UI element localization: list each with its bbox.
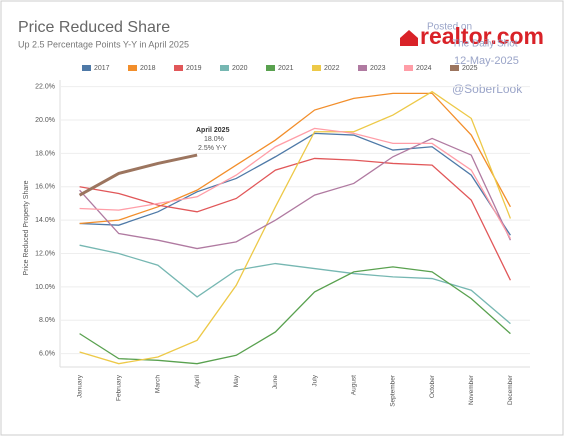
legend-swatch [404,65,413,71]
series-line [79,132,511,236]
y-tick-label: 20.0% [35,117,55,124]
series-line [79,266,511,365]
x-tick-label: November [468,374,475,405]
annotation: April 2025 [196,127,230,134]
legend-label: 2017 [94,65,110,72]
legend-label: 2025 [462,65,478,72]
legend-label: 2023 [370,65,386,72]
y-tick-label: 10.0% [35,284,55,291]
y-tick-label: 6.0% [39,350,55,357]
watermark: Posted on [427,22,472,33]
x-tick-label: July [311,374,318,386]
x-tick-label: September [390,374,397,407]
x-tick-label: May [233,374,240,387]
y-tick-label: 22.0% [35,84,55,91]
legend-label: 2019 [186,65,202,72]
legend-swatch [128,65,137,71]
series-line [78,153,198,197]
y-tick-label: 12.0% [35,250,55,257]
y-tick-label: 16.0% [35,184,55,191]
y-tick-label: 14.0% [35,217,55,224]
x-tick-label: January [76,374,83,398]
legend-label: 2021 [278,65,294,72]
legend-swatch [450,65,459,71]
x-tick-label: August [350,375,357,395]
legend-label: 2018 [140,65,156,72]
logo: realtor.com [420,23,544,49]
series-line [79,90,512,365]
x-tick-label: June [272,375,279,389]
x-tick-label: October [429,374,436,398]
chart-title: Price Reduced Share [18,19,170,36]
legend-swatch [312,65,321,71]
legend-swatch [82,65,91,71]
series-line [79,92,511,225]
legend-label: 2020 [232,65,248,72]
watermark: 12-May-2025 [454,55,519,67]
legend-swatch [174,65,183,71]
y-tick-label: 18.0% [35,150,55,157]
y-tick-label: 8.0% [39,317,55,324]
legend-label: 2022 [324,65,340,72]
series-line [79,137,512,250]
x-tick-label: December [507,374,514,405]
logo-icon [400,30,418,46]
series-line [79,157,512,281]
x-tick-label: April [194,374,201,388]
y-axis-label: Price Reduced Property Share [23,180,30,275]
legend-swatch [266,65,275,71]
annotation: 2.5% Y-Y [198,145,227,152]
x-tick-label: February [115,374,122,401]
series-line [79,127,511,239]
x-tick-label: March [155,375,162,393]
legend-swatch [220,65,229,71]
chart-subtitle: Up 2.5 Percentage Points Y-Y in April 20… [18,39,189,49]
series-line [79,244,511,325]
watermark: The Daily Shot [452,39,518,50]
legend-label: 2024 [416,65,432,72]
annotation: 18.0% [204,136,224,143]
legend-swatch [358,65,367,71]
watermark: @SoberLook [452,82,523,96]
